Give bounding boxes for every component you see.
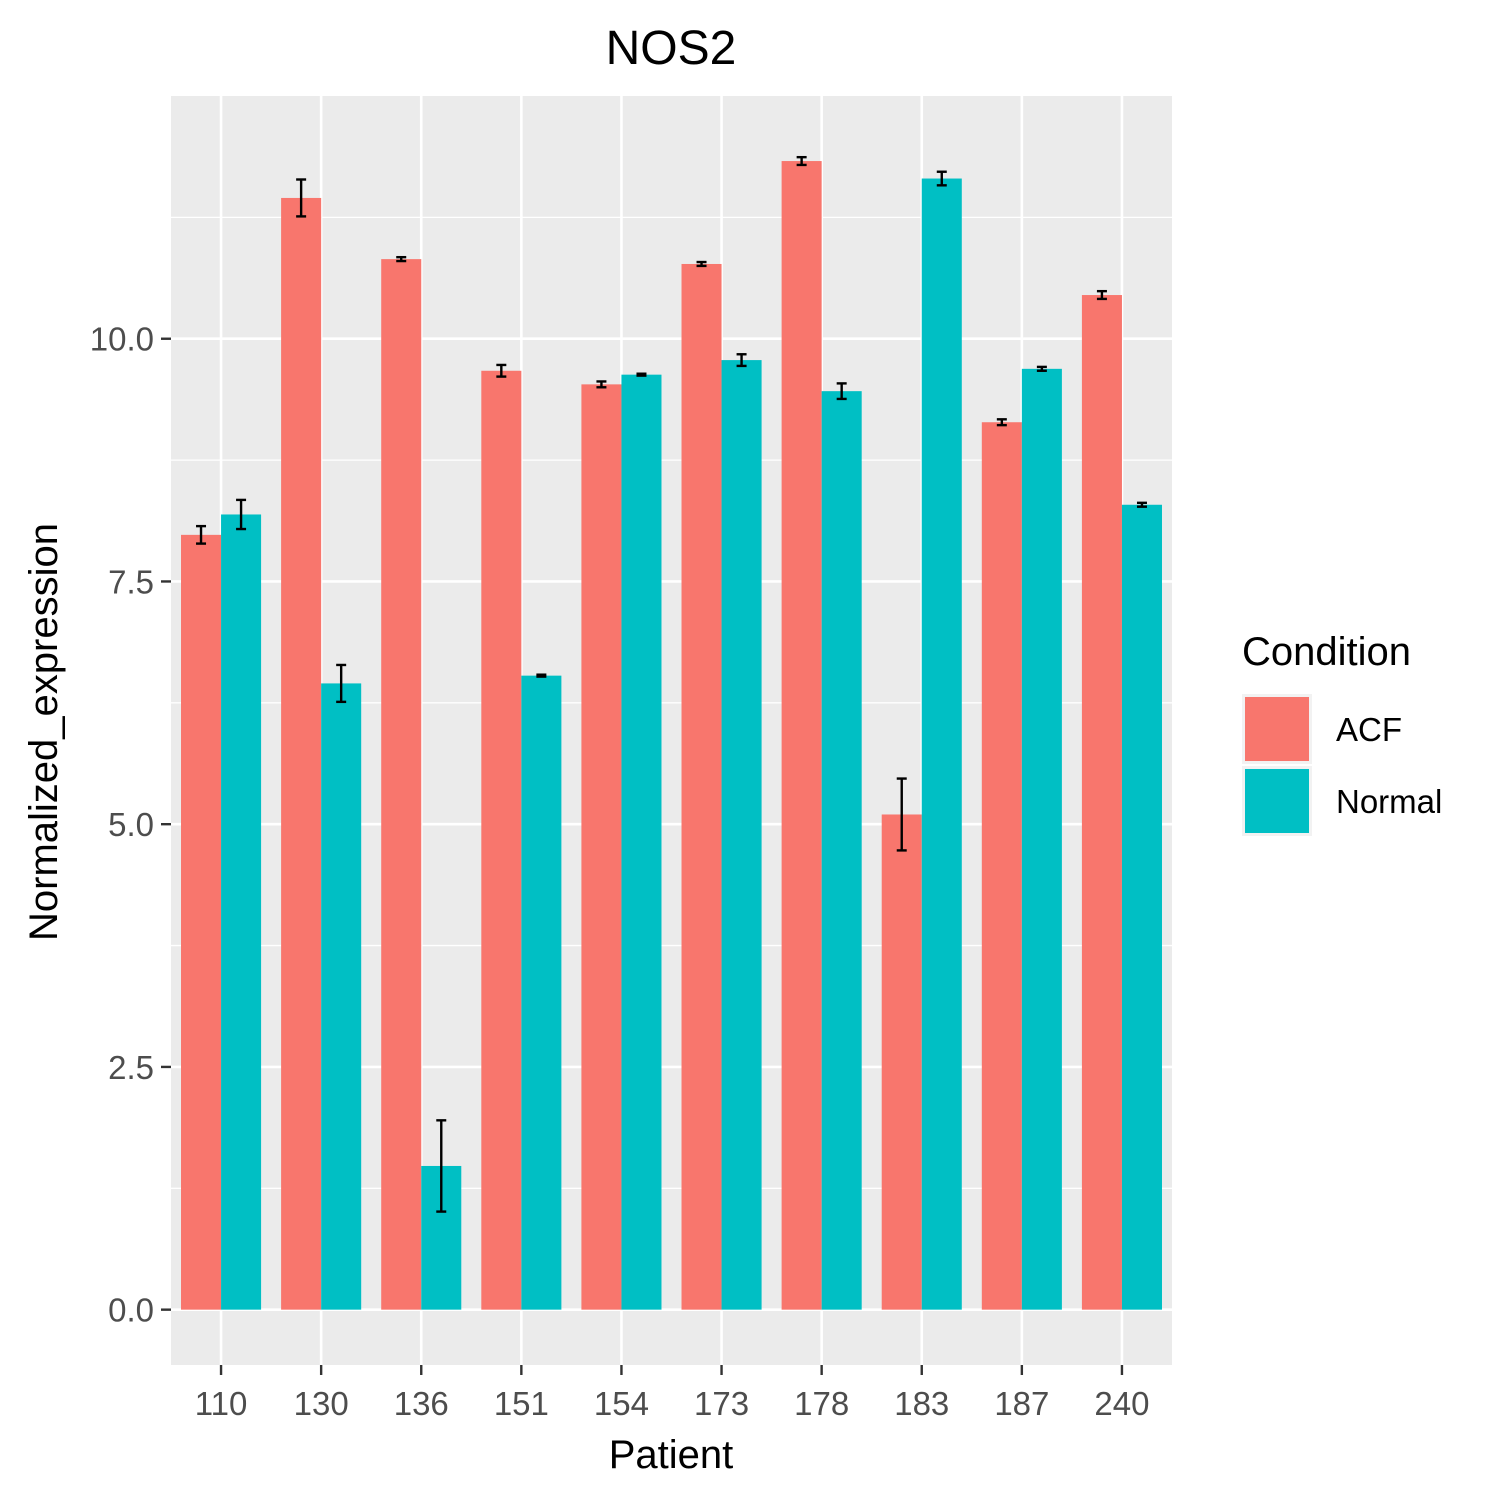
y-tick-label: 2.5 xyxy=(108,1049,154,1086)
bar-acf-130 xyxy=(281,197,322,1310)
bar-acf-187 xyxy=(981,422,1022,1310)
error-bar-normal-240 xyxy=(1136,501,1147,508)
bar-acf-183 xyxy=(881,814,922,1310)
bar-acf-136 xyxy=(381,259,422,1310)
y-tick-label: 10.0 xyxy=(90,321,154,358)
error-bar-normal-173 xyxy=(736,353,747,368)
error-bar-acf-151 xyxy=(496,363,507,378)
bar-normal-154 xyxy=(621,374,662,1310)
error-bar-normal-154 xyxy=(636,372,647,377)
bar-acf-110 xyxy=(181,534,222,1310)
x-tick-label: 110 xyxy=(195,1385,248,1422)
x-tick-label: 173 xyxy=(694,1385,749,1422)
error-bar-normal-110 xyxy=(236,498,247,531)
x-axis-title: Patient xyxy=(609,1433,734,1477)
x-tick-label: 136 xyxy=(394,1385,449,1422)
legend-title: Condition xyxy=(1242,630,1411,674)
bar-acf-178 xyxy=(781,161,822,1310)
error-bar-normal-151 xyxy=(536,673,547,678)
x-tick-label: 178 xyxy=(794,1385,849,1422)
error-bar-normal-187 xyxy=(1036,365,1047,372)
error-bar-acf-110 xyxy=(196,524,207,545)
x-axis: 110 130 136 151 154 173 178 183 187 240 xyxy=(195,1365,1149,1422)
error-bar-acf-154 xyxy=(596,380,607,389)
error-bar-normal-130 xyxy=(336,663,347,704)
error-bar-acf-183 xyxy=(896,777,907,852)
bar-normal-178 xyxy=(821,391,862,1310)
bar-acf-173 xyxy=(681,263,722,1310)
x-tick-label: 183 xyxy=(894,1385,949,1422)
x-tick-label: 130 xyxy=(294,1385,349,1422)
bar-normal-183 xyxy=(921,178,962,1310)
bar-normal-151 xyxy=(521,675,562,1310)
y-axis-title: Normalized_expression xyxy=(22,523,66,941)
x-tick-label: 151 xyxy=(494,1385,549,1422)
x-tick-label: 187 xyxy=(994,1385,1049,1422)
bar-acf-154 xyxy=(581,384,622,1310)
bar-normal-240 xyxy=(1121,504,1162,1310)
error-bar-acf-240 xyxy=(1096,289,1107,301)
legend-label-acf: ACF xyxy=(1336,711,1402,748)
error-bar-acf-130 xyxy=(296,178,307,218)
x-tick-label: 154 xyxy=(594,1385,649,1422)
bars-layer xyxy=(181,161,1162,1310)
legend: Condition ACF Normal xyxy=(1242,630,1442,836)
bar-acf-151 xyxy=(481,370,522,1310)
legend-label-normal: Normal xyxy=(1336,783,1442,820)
error-bar-acf-187 xyxy=(996,418,1007,427)
error-bar-acf-136 xyxy=(396,255,407,263)
error-bar-normal-183 xyxy=(936,170,947,187)
bar-normal-187 xyxy=(1021,368,1062,1310)
legend-key-normal xyxy=(1245,769,1309,833)
bar-normal-130 xyxy=(321,683,362,1310)
x-tick-label: 240 xyxy=(1094,1385,1149,1422)
error-bars-layer xyxy=(196,155,1147,1213)
bar-acf-240 xyxy=(1081,295,1122,1310)
chart-title: NOS2 xyxy=(606,22,737,75)
error-bar-acf-173 xyxy=(696,260,707,268)
error-bar-normal-136 xyxy=(436,1119,447,1213)
error-bar-normal-178 xyxy=(836,382,847,401)
y-axis: 0.0 2.5 5.0 7.5 10.0 xyxy=(90,321,171,1329)
y-tick-label: 0.0 xyxy=(108,1292,154,1329)
error-bar-acf-178 xyxy=(796,155,807,167)
legend-key-acf xyxy=(1245,697,1309,761)
bar-normal-110 xyxy=(221,514,262,1310)
y-tick-label: 7.5 xyxy=(108,563,154,600)
y-tick-label: 5.0 xyxy=(108,806,154,843)
bar-normal-173 xyxy=(721,360,762,1310)
